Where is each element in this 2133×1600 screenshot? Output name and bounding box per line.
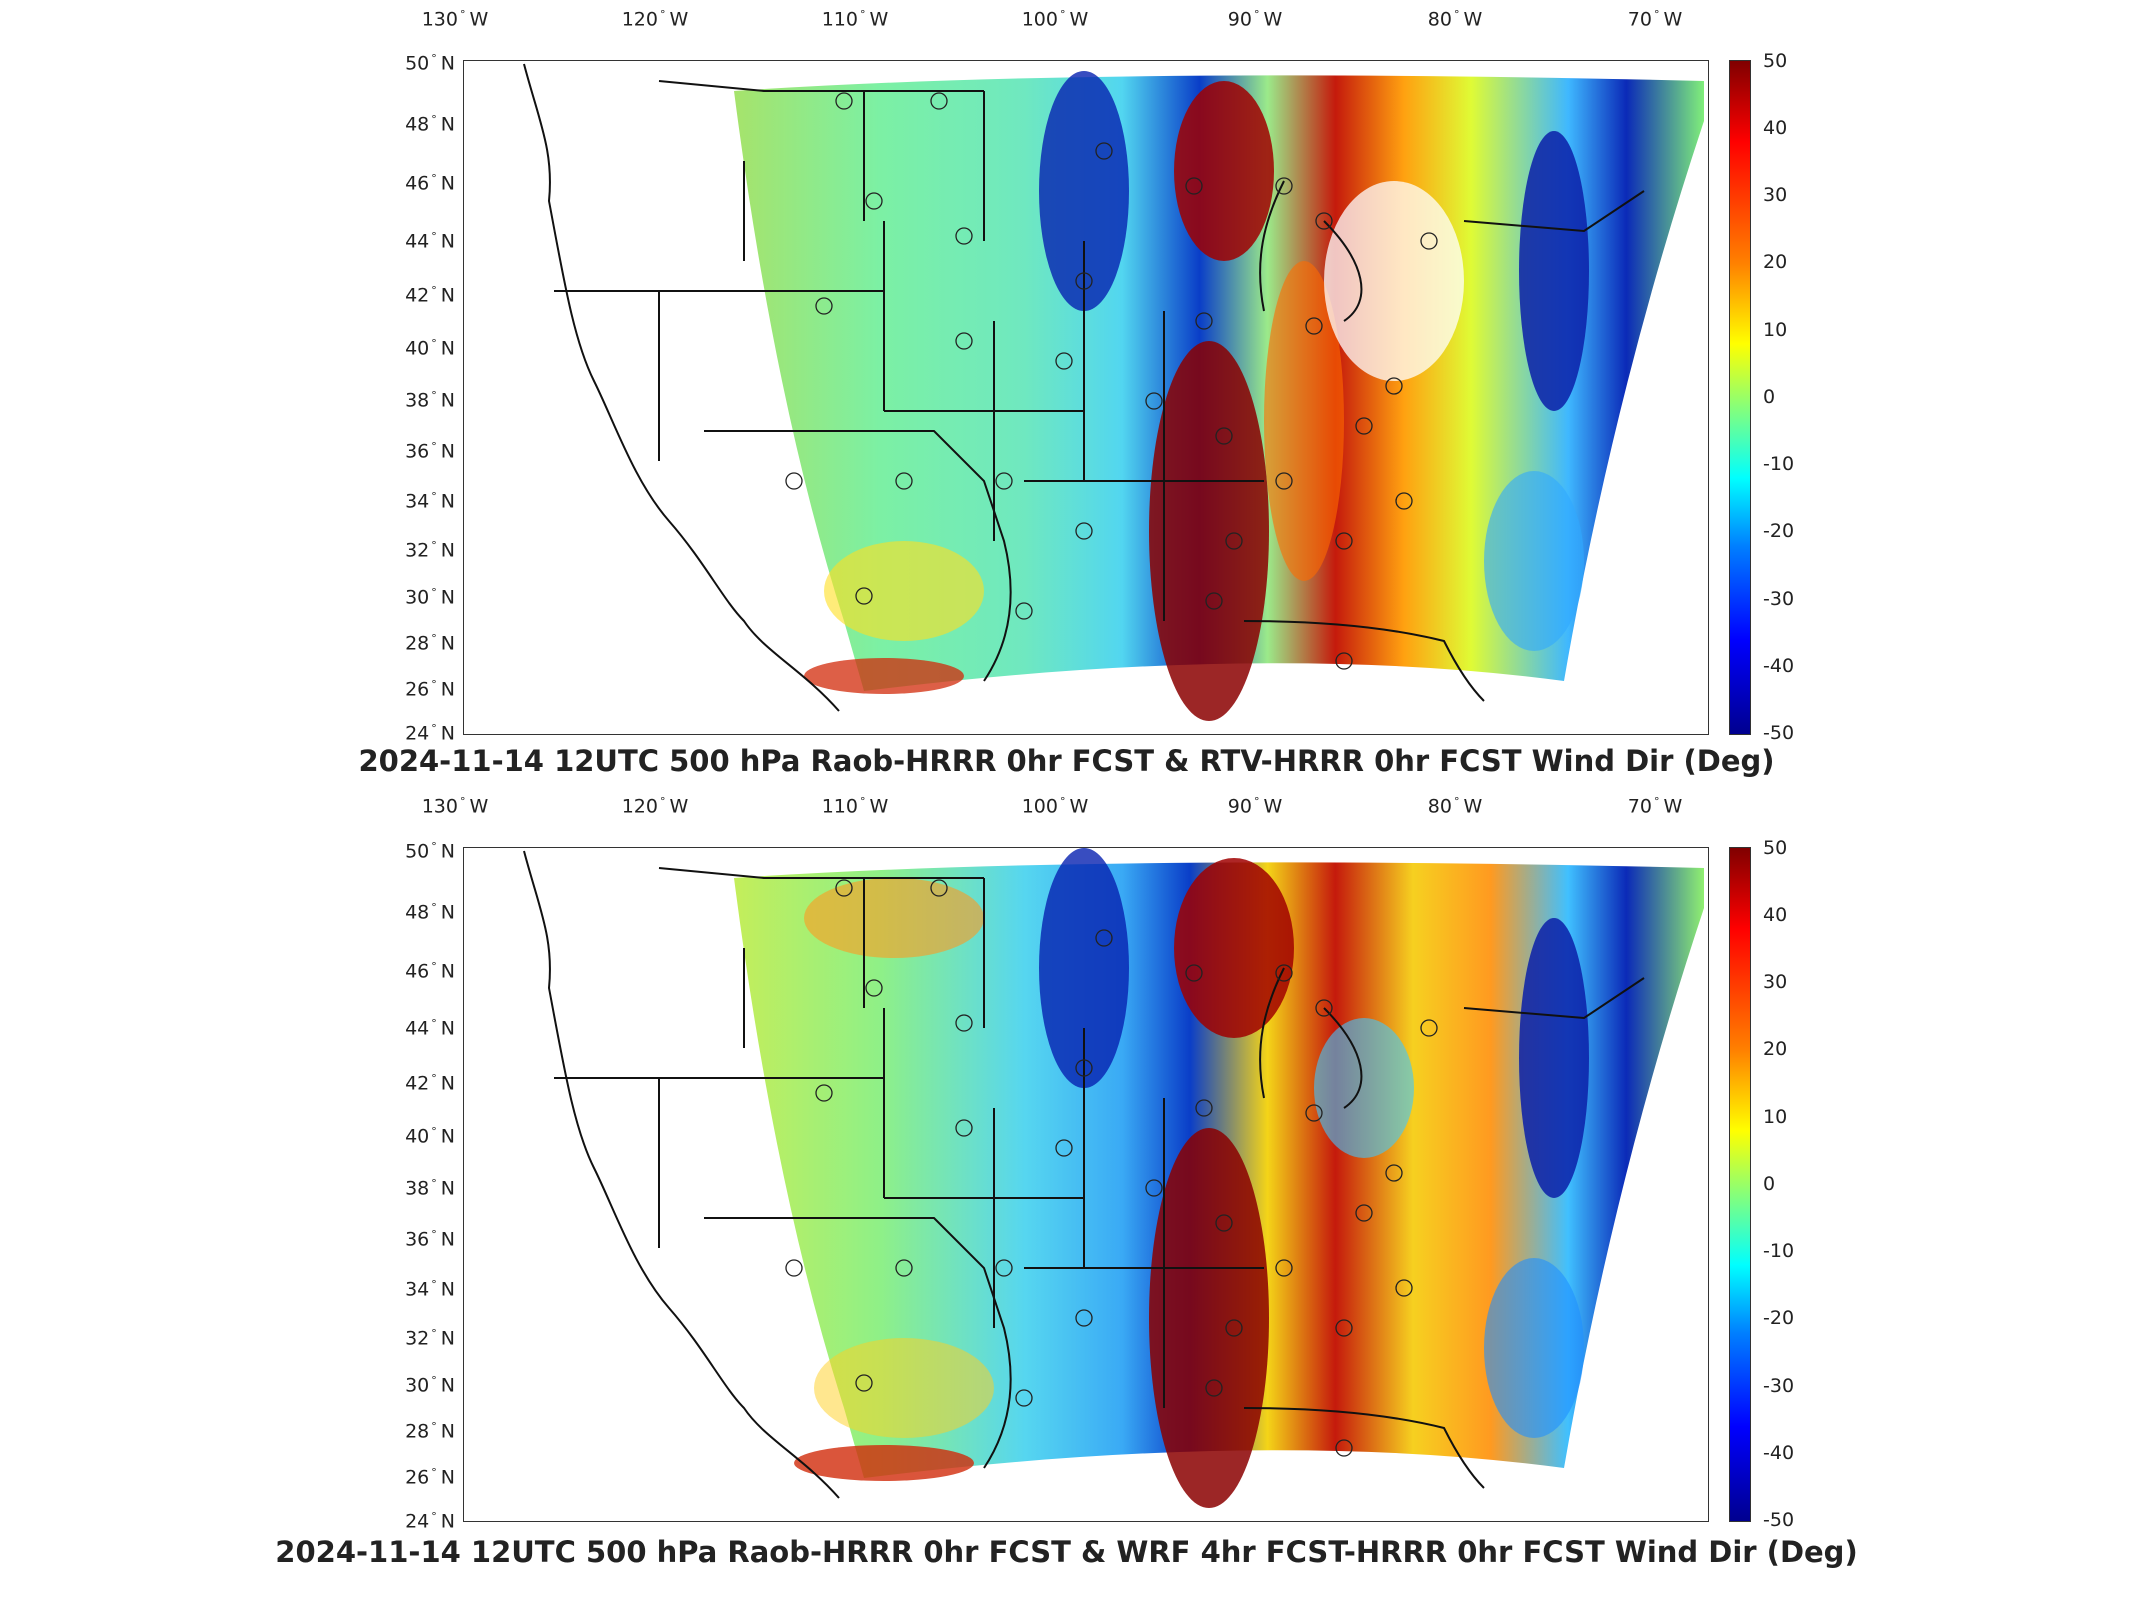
lat-label-50n: 50 ° N (405, 52, 455, 75)
lat-label-46n: 46 ° N (405, 172, 455, 195)
lat-label-48n: 48 ° N (405, 113, 455, 136)
lat-label-36n: 36 ° N (405, 440, 455, 463)
cb-tick-neg50: -50 (1763, 1509, 1795, 1531)
lat-label-28n: 28 ° N (405, 632, 455, 655)
cb-tick-50: 50 (1763, 837, 1788, 859)
raob-stations-bottom (785, 879, 1438, 1457)
cb-tick-neg10: -10 (1763, 1240, 1795, 1262)
lat-label-38n: 38 ° N (405, 389, 455, 412)
cb-tick-10: 10 (1763, 1106, 1788, 1128)
cb-tick-neg40: -40 (1763, 655, 1795, 677)
cb-tick-50: 50 (1763, 50, 1788, 72)
lon-label-90w: 90 ° W (1227, 8, 1283, 31)
lat-label-26n: 26 ° N (405, 1466, 455, 1489)
lat-label-50n: 50 ° N (405, 840, 455, 863)
cb-tick-neg20: -20 (1763, 1307, 1795, 1329)
top-map-panel: 130 ° W 120 ° W 110 ° W 100 ° W 90 ° W 80 ° W 70 ° W 5… (0, 0, 2133, 790)
map-area-top (463, 60, 1709, 735)
cb-tick-40: 40 (1763, 117, 1788, 139)
lat-label-28n: 28 ° N (405, 1420, 455, 1443)
wind-direction-field-top (523, 63, 1704, 721)
chart-title-top: 2024-11-14 12UTC 500 hPa Raob-HRRR 0hr F… (358, 744, 1775, 778)
cb-tick-neg40: -40 (1763, 1442, 1795, 1464)
lon-label-80w: 80 ° W (1427, 8, 1483, 31)
lat-label-24n: 24 ° N (405, 1510, 455, 1533)
lat-label-48n: 48 ° N (405, 901, 455, 924)
lat-label-24n: 24 ° N (405, 722, 455, 745)
cb-tick-neg30: -30 (1763, 588, 1795, 610)
lon-label-100w: 100 ° W (1021, 795, 1089, 818)
state-boundaries-top (523, 63, 1645, 712)
lon-label-110w: 110 ° W (821, 8, 889, 31)
lon-label-130w: 130 ° W (421, 8, 489, 31)
lon-label-110w: 110 ° W (821, 795, 889, 818)
cb-tick-40: 40 (1763, 904, 1788, 926)
lat-label-30n: 30 ° N (405, 586, 455, 609)
lon-label-80w: 80 ° W (1427, 795, 1483, 818)
cb-tick-neg30: -30 (1763, 1375, 1795, 1397)
lon-label-100w: 100 ° W (1021, 8, 1089, 31)
lon-label-120w: 120 ° W (621, 795, 689, 818)
lat-label-34n: 34 ° N (405, 1278, 455, 1301)
cb-tick-neg10: -10 (1763, 453, 1795, 475)
lat-label-36n: 36 ° N (405, 1228, 455, 1251)
colorbar-bottom (1729, 847, 1751, 1522)
cb-tick-10: 10 (1763, 319, 1788, 341)
lat-label-40n: 40 ° N (405, 337, 455, 360)
lon-label-70w: 70 ° W (1627, 8, 1683, 31)
lon-label-130w: 130 ° W (421, 795, 489, 818)
colorbar-gradient-bottom (1730, 848, 1750, 1521)
lon-label-120w: 120 ° W (621, 8, 689, 31)
cb-tick-20: 20 (1763, 1038, 1788, 1060)
lat-label-32n: 32 ° N (405, 1327, 455, 1350)
lat-label-30n: 30 ° N (405, 1374, 455, 1397)
cb-tick-neg20: -20 (1763, 520, 1795, 542)
cb-tick-neg50: -50 (1763, 722, 1795, 744)
bottom-map-panel: 130 ° W 120 ° W 110 ° W 100 ° W 90 ° W 80 ° W 70 ° W 5… (0, 790, 2133, 1600)
cb-tick-30: 30 (1763, 971, 1788, 993)
lat-label-32n: 32 ° N (405, 539, 455, 562)
wind-direction-field-bottom (523, 848, 1704, 1508)
lat-label-42n: 42 ° N (405, 1072, 455, 1095)
lon-label-70w: 70 ° W (1627, 795, 1683, 818)
lat-label-46n: 46 ° N (405, 960, 455, 983)
lat-label-38n: 38 ° N (405, 1177, 455, 1200)
lat-label-44n: 44 ° N (405, 230, 455, 253)
raob-stations-top (785, 92, 1438, 670)
lat-label-42n: 42 ° N (405, 284, 455, 307)
lon-label-90w: 90 ° W (1227, 795, 1283, 818)
state-boundaries-bottom (523, 850, 1645, 1499)
lat-label-34n: 34 ° N (405, 490, 455, 513)
lat-label-26n: 26 ° N (405, 678, 455, 701)
colorbar-gradient-top (1730, 61, 1750, 734)
lat-label-40n: 40 ° N (405, 1125, 455, 1148)
cb-tick-0: 0 (1763, 386, 1776, 408)
colorbar-top (1729, 60, 1751, 735)
cb-tick-30: 30 (1763, 184, 1788, 206)
map-area-bottom (463, 847, 1709, 1522)
cb-tick-0: 0 (1763, 1173, 1776, 1195)
cb-tick-20: 20 (1763, 251, 1788, 273)
lat-label-44n: 44 ° N (405, 1017, 455, 1040)
chart-title-bottom: 2024-11-14 12UTC 500 hPa Raob-HRRR 0hr F… (275, 1535, 1858, 1569)
